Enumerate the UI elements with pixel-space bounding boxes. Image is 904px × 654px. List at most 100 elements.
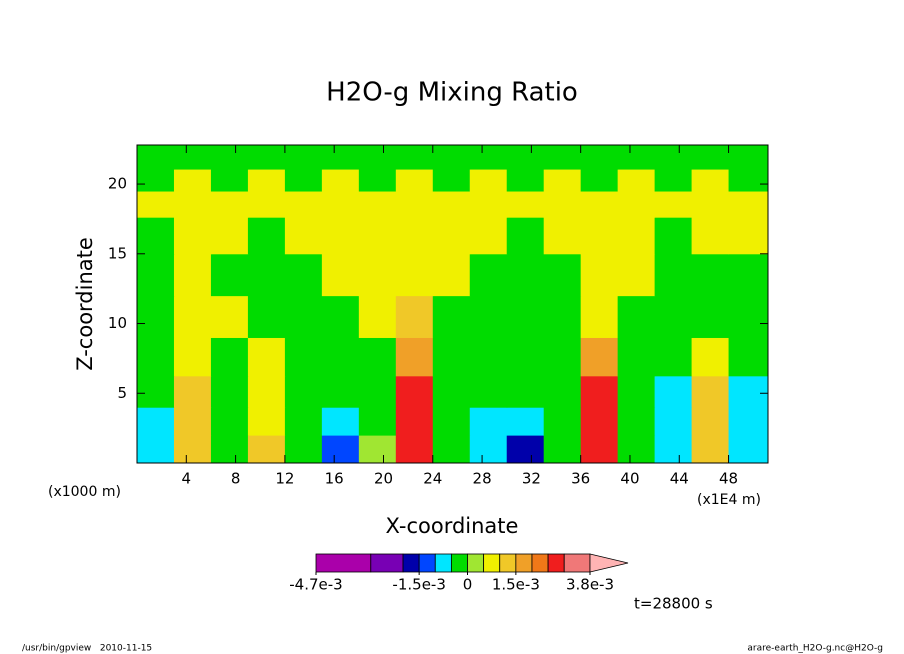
contour-cell bbox=[691, 145, 730, 170]
contour-cell bbox=[506, 407, 545, 436]
contour-cell bbox=[580, 435, 619, 464]
y-axis-title: Z-coordinate bbox=[73, 237, 97, 371]
colorbar-tick-label: 3.8e-3 bbox=[566, 576, 614, 594]
contour-cell bbox=[469, 145, 508, 170]
colorbar-box bbox=[547, 553, 565, 573]
contour-cell bbox=[469, 253, 508, 297]
contour-cell bbox=[358, 217, 397, 255]
y-tick-label: 20 bbox=[108, 175, 127, 193]
contour-cell bbox=[358, 435, 397, 464]
x-tick-label: 28 bbox=[473, 470, 492, 488]
contour-cell bbox=[543, 253, 582, 297]
contour-cell bbox=[580, 407, 619, 436]
contour-cell bbox=[173, 253, 212, 297]
contour-cell bbox=[654, 191, 693, 218]
contour-cell bbox=[654, 145, 693, 170]
contour-cell bbox=[543, 375, 582, 408]
contour-cell bbox=[580, 253, 619, 297]
contour-cell bbox=[691, 295, 730, 338]
footer: arare-earth_H2O-g.nc@H2O-g bbox=[747, 644, 883, 654]
x-tick-label: 8 bbox=[231, 470, 241, 488]
contour-cell bbox=[580, 295, 619, 338]
contour-cell bbox=[506, 169, 545, 192]
contour-cell bbox=[506, 435, 545, 464]
colorbar-box bbox=[315, 553, 372, 573]
contour-cell bbox=[580, 217, 619, 255]
colorbar-box bbox=[531, 553, 549, 573]
x-tick-label: 40 bbox=[620, 470, 639, 488]
contour-cell bbox=[247, 191, 286, 218]
contour-cell bbox=[321, 145, 360, 170]
contour-cell bbox=[506, 191, 545, 218]
contour-cell bbox=[506, 295, 545, 338]
contour-cell bbox=[543, 145, 582, 170]
contour-cell bbox=[432, 217, 471, 255]
contour-cell bbox=[728, 337, 769, 377]
contour-cell bbox=[654, 435, 693, 464]
colorbar-box bbox=[483, 553, 501, 573]
contour-cell bbox=[580, 169, 619, 192]
contour-cell bbox=[321, 407, 360, 436]
contour-cell bbox=[728, 253, 769, 297]
contour-cell bbox=[321, 169, 360, 192]
contour-cell bbox=[358, 191, 397, 218]
contour-cell bbox=[580, 375, 619, 408]
contour-cell bbox=[358, 337, 397, 377]
contour-cell bbox=[617, 217, 656, 255]
contour-cell bbox=[247, 407, 286, 436]
contour-cell bbox=[284, 145, 323, 170]
contour-cell bbox=[284, 295, 323, 338]
contour-cell bbox=[691, 375, 730, 408]
contour-cell bbox=[654, 253, 693, 297]
contour-cell bbox=[321, 295, 360, 338]
contour-cell bbox=[358, 375, 397, 408]
contour-cell bbox=[506, 253, 545, 297]
contour-cell bbox=[395, 191, 434, 218]
colorbar-tick-label: -1.5e-3 bbox=[392, 576, 445, 594]
x-tick-label: 20 bbox=[374, 470, 393, 488]
contour-cell bbox=[654, 337, 693, 377]
contour-cell bbox=[173, 295, 212, 338]
contour-cell bbox=[137, 337, 175, 377]
contour-cell bbox=[654, 217, 693, 255]
contour-cell bbox=[247, 337, 286, 377]
contour-cell bbox=[358, 169, 397, 192]
contour-cell bbox=[543, 337, 582, 377]
contour-cell bbox=[691, 253, 730, 297]
contour-cell bbox=[432, 191, 471, 218]
contour-cell bbox=[617, 337, 656, 377]
contour-cell bbox=[469, 217, 508, 255]
colorbar-box bbox=[467, 553, 485, 573]
contour-cell bbox=[728, 375, 769, 408]
contour-cell bbox=[321, 253, 360, 297]
contour-cell bbox=[432, 337, 471, 377]
contour-cell bbox=[137, 375, 175, 408]
footer: /usr/bin/gpview 2010-11-15 bbox=[22, 644, 152, 654]
contour-cell bbox=[543, 191, 582, 218]
contour-cell bbox=[617, 295, 656, 338]
contour-cell bbox=[210, 407, 249, 436]
colorbar-tick-label: -4.7e-3 bbox=[289, 576, 342, 594]
contour-cell bbox=[617, 435, 656, 464]
colorbar-box bbox=[434, 553, 452, 573]
x-tick-label: 12 bbox=[275, 470, 294, 488]
contour-cell bbox=[395, 169, 434, 192]
y-tick-label: 15 bbox=[108, 244, 127, 262]
contour-cell bbox=[728, 169, 769, 192]
colorbar-tick-label: 0 bbox=[463, 576, 473, 594]
chart-title: H2O-g Mixing Ratio bbox=[326, 78, 578, 108]
contour-cell bbox=[617, 407, 656, 436]
contour-cell bbox=[432, 375, 471, 408]
contour-cell bbox=[654, 169, 693, 192]
contour-cell bbox=[617, 169, 656, 192]
x-tick-label: 4 bbox=[182, 470, 192, 488]
contour-cell bbox=[654, 407, 693, 436]
contour-cell bbox=[137, 295, 175, 338]
contour-cell bbox=[284, 407, 323, 436]
contour-cell bbox=[284, 375, 323, 408]
contour-cell bbox=[247, 217, 286, 255]
contour-cell bbox=[137, 435, 175, 464]
contour-cell bbox=[395, 435, 434, 464]
contour-cell bbox=[210, 145, 249, 170]
